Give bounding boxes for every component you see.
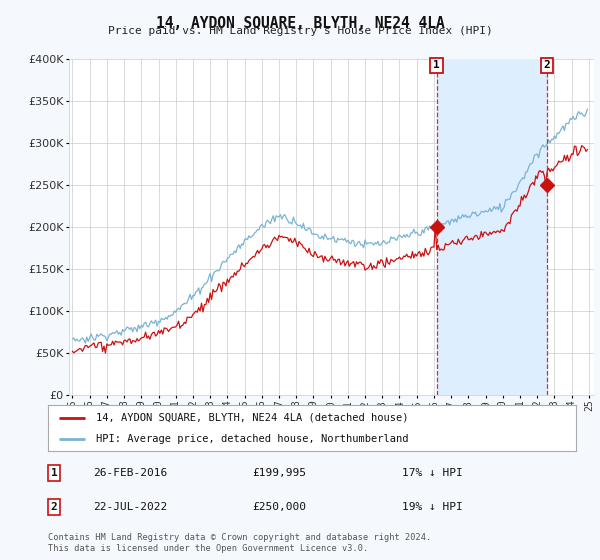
Bar <box>437 59 547 395</box>
Text: 1: 1 <box>433 60 440 71</box>
Text: 17% ↓ HPI: 17% ↓ HPI <box>402 468 463 478</box>
Text: 2: 2 <box>543 60 550 71</box>
Text: 14, AYDON SQUARE, BLYTH, NE24 4LA: 14, AYDON SQUARE, BLYTH, NE24 4LA <box>155 16 445 31</box>
Text: 1: 1 <box>50 468 58 478</box>
Text: Price paid vs. HM Land Registry's House Price Index (HPI): Price paid vs. HM Land Registry's House … <box>107 26 493 36</box>
Text: 22-JUL-2022: 22-JUL-2022 <box>93 502 167 512</box>
Text: £199,995: £199,995 <box>252 468 306 478</box>
Text: 19% ↓ HPI: 19% ↓ HPI <box>402 502 463 512</box>
Text: £250,000: £250,000 <box>252 502 306 512</box>
Text: HPI: Average price, detached house, Northumberland: HPI: Average price, detached house, Nort… <box>95 434 408 444</box>
Text: 2: 2 <box>50 502 58 512</box>
Text: 26-FEB-2016: 26-FEB-2016 <box>93 468 167 478</box>
Text: 14, AYDON SQUARE, BLYTH, NE24 4LA (detached house): 14, AYDON SQUARE, BLYTH, NE24 4LA (detac… <box>95 413 408 423</box>
Text: Contains HM Land Registry data © Crown copyright and database right 2024.
This d: Contains HM Land Registry data © Crown c… <box>48 533 431 553</box>
